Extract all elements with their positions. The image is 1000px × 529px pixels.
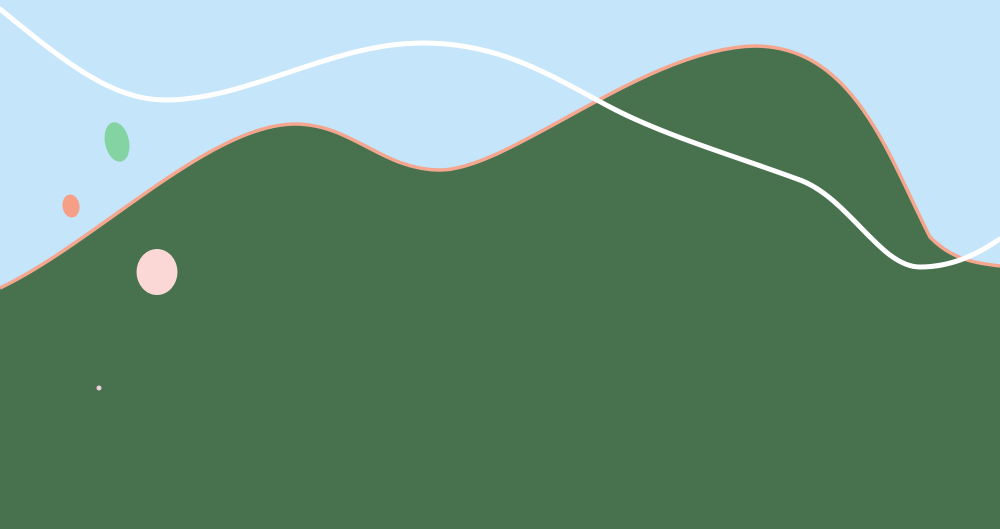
pink-blob — [136, 249, 178, 295]
hill-outline — [0, 44, 1000, 290]
salmon-dot — [62, 194, 80, 218]
wavy-line — [0, 6, 1000, 270]
leaf-ellipse — [104, 122, 130, 162]
pink-speck — [96, 385, 102, 391]
hill-shape — [0, 46, 1000, 529]
